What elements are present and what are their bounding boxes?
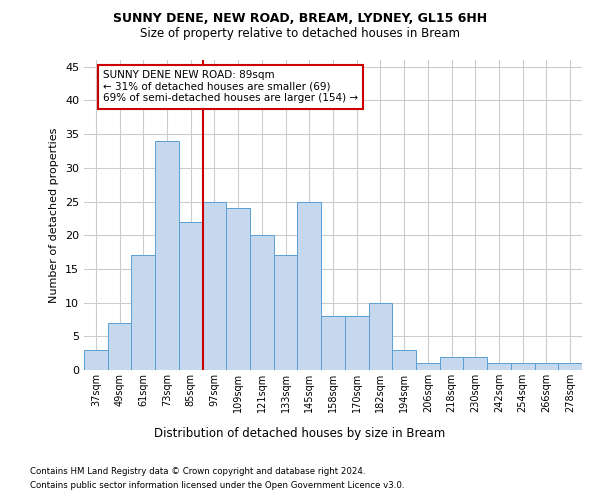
Text: Distribution of detached houses by size in Bream: Distribution of detached houses by size …: [154, 428, 446, 440]
Bar: [108, 323, 131, 370]
Bar: [203, 202, 226, 370]
Bar: [179, 222, 203, 370]
Bar: [155, 141, 179, 370]
Bar: [298, 202, 321, 370]
Bar: [226, 208, 250, 370]
Bar: [416, 364, 440, 370]
Y-axis label: Number of detached properties: Number of detached properties: [49, 128, 59, 302]
Text: Contains public sector information licensed under the Open Government Licence v3: Contains public sector information licen…: [30, 481, 404, 490]
Bar: [274, 256, 298, 370]
Bar: [558, 364, 582, 370]
Bar: [131, 256, 155, 370]
Bar: [487, 364, 511, 370]
Bar: [392, 350, 416, 370]
Bar: [440, 356, 463, 370]
Bar: [345, 316, 368, 370]
Text: SUNNY DENE NEW ROAD: 89sqm
← 31% of detached houses are smaller (69)
69% of semi: SUNNY DENE NEW ROAD: 89sqm ← 31% of deta…: [103, 70, 358, 103]
Bar: [511, 364, 535, 370]
Bar: [84, 350, 108, 370]
Bar: [250, 235, 274, 370]
Text: Size of property relative to detached houses in Bream: Size of property relative to detached ho…: [140, 28, 460, 40]
Text: Contains HM Land Registry data © Crown copyright and database right 2024.: Contains HM Land Registry data © Crown c…: [30, 468, 365, 476]
Bar: [321, 316, 345, 370]
Text: SUNNY DENE, NEW ROAD, BREAM, LYDNEY, GL15 6HH: SUNNY DENE, NEW ROAD, BREAM, LYDNEY, GL1…: [113, 12, 487, 26]
Bar: [463, 356, 487, 370]
Bar: [368, 302, 392, 370]
Bar: [535, 364, 558, 370]
